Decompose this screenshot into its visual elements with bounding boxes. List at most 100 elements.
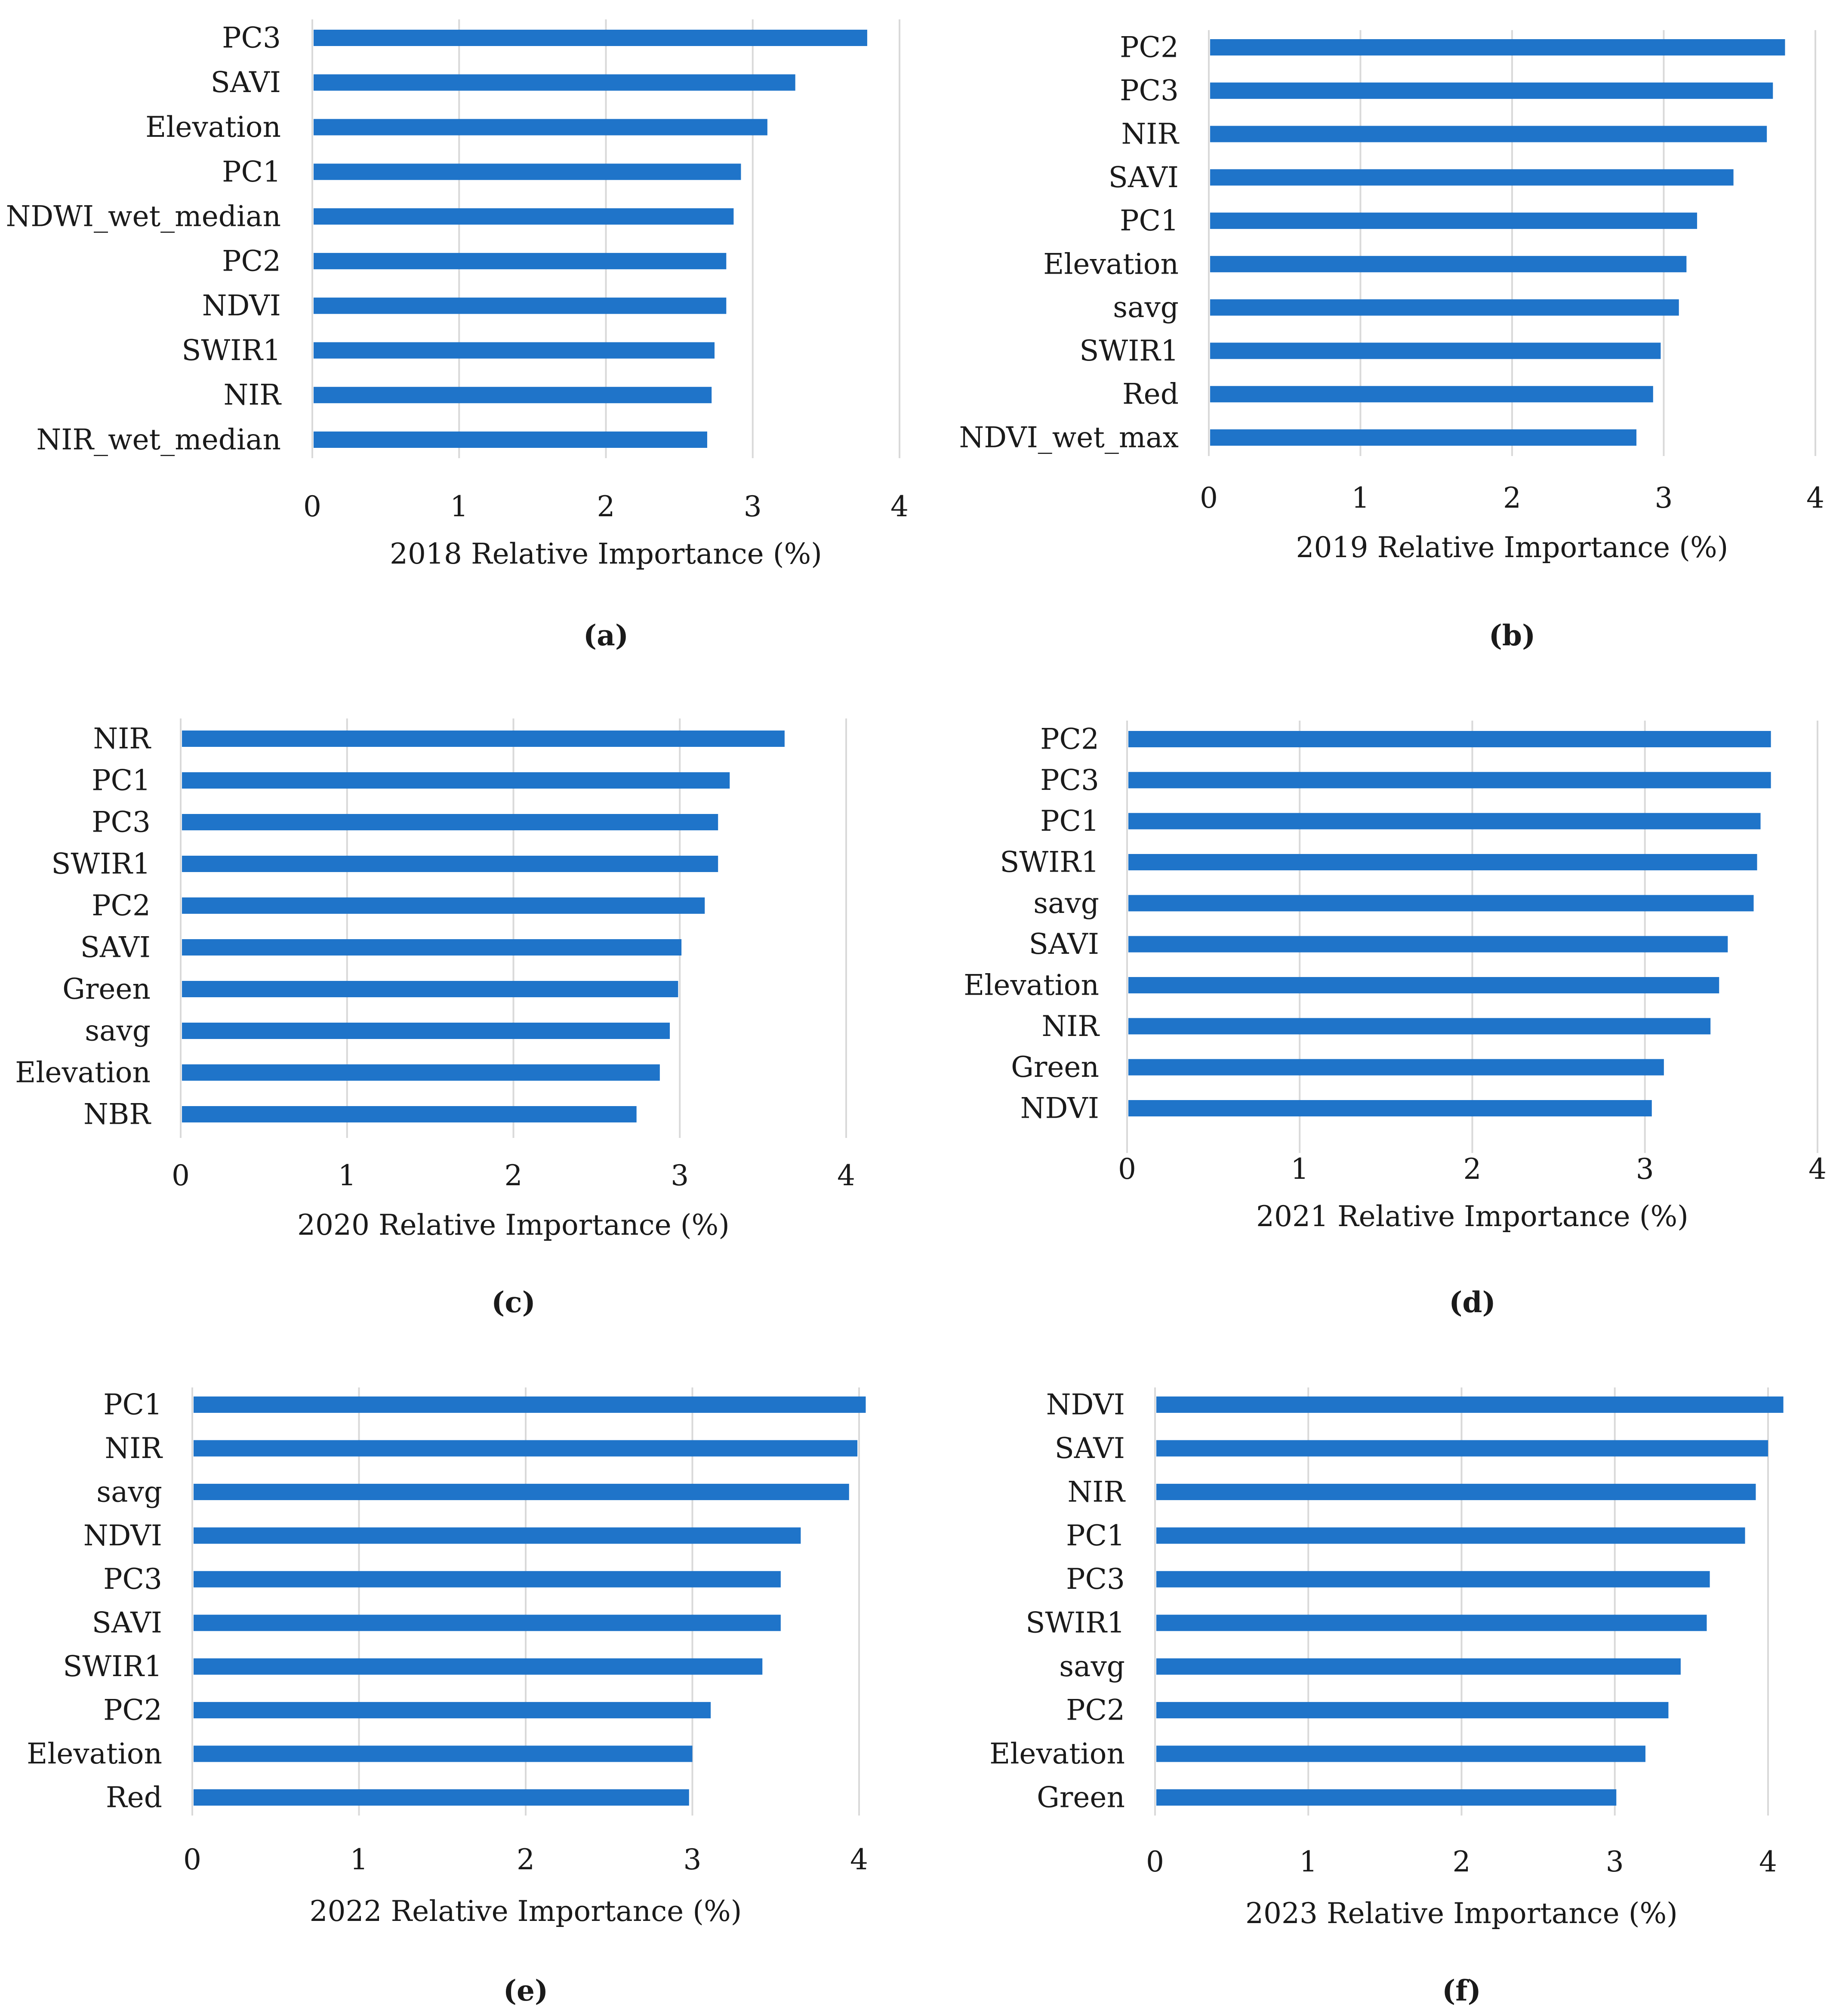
- category-label-b-3: SAVI: [1109, 161, 1179, 194]
- bar-b-6: [1210, 299, 1679, 316]
- category-label-e-9: Red: [106, 1781, 162, 1814]
- bar-c-9: [182, 1106, 637, 1122]
- category-label-f-1: SAVI: [1055, 1432, 1125, 1465]
- bar-a-5: [314, 253, 727, 269]
- bar-a-8: [314, 387, 712, 404]
- bar-c-3: [182, 856, 718, 872]
- category-label-d-0: PC2: [1040, 722, 1099, 755]
- tick-label-b-4: 4: [1806, 481, 1824, 515]
- category-label-d-9: NDVI: [1020, 1091, 1099, 1125]
- category-label-e-7: PC2: [103, 1694, 162, 1727]
- category-label-c-9: NBR: [83, 1097, 151, 1131]
- bar-f-1: [1156, 1440, 1768, 1457]
- bar-b-2: [1210, 126, 1767, 142]
- category-label-f-5: SWIR1: [1026, 1606, 1125, 1640]
- bar-c-7: [182, 1023, 670, 1039]
- category-label-c-2: PC3: [92, 805, 151, 838]
- tick-label-c-0: 0: [172, 1159, 190, 1192]
- bar-d-1: [1128, 772, 1771, 789]
- tick-label-d-1: 1: [1291, 1153, 1309, 1186]
- tick-label-b-3: 3: [1655, 481, 1673, 515]
- x-axis-title-f: 2023 Relative Importance (%): [1245, 1897, 1678, 1930]
- bar-b-3: [1210, 169, 1734, 186]
- tick-label-a-0: 0: [303, 490, 321, 523]
- tick-label-d-0: 0: [1118, 1153, 1136, 1186]
- bar-d-7: [1128, 1018, 1711, 1035]
- category-label-a-4: NDWI_wet_median: [6, 200, 281, 233]
- category-label-f-7: PC2: [1066, 1694, 1125, 1727]
- category-label-b-8: Red: [1122, 378, 1179, 411]
- category-label-c-4: PC2: [92, 889, 151, 922]
- bar-e-3: [194, 1527, 801, 1544]
- tick-label-d-3: 3: [1636, 1153, 1654, 1186]
- tick-label-c-4: 4: [837, 1159, 855, 1192]
- category-label-a-2: Elevation: [145, 111, 281, 144]
- category-label-d-7: NIR: [1041, 1010, 1100, 1043]
- bar-d-2: [1128, 813, 1761, 829]
- category-label-d-8: Green: [1011, 1051, 1099, 1084]
- tick-label-e-1: 1: [350, 1843, 368, 1876]
- category-label-e-5: SAVI: [92, 1606, 162, 1640]
- bar-a-6: [314, 297, 727, 314]
- bar-d-9: [1128, 1100, 1652, 1116]
- bar-b-5: [1210, 256, 1687, 272]
- bar-f-4: [1156, 1571, 1710, 1588]
- category-label-e-2: savg: [96, 1475, 162, 1508]
- bar-e-5: [194, 1615, 781, 1631]
- bar-c-0: [182, 731, 785, 747]
- bar-a-7: [314, 342, 715, 359]
- category-label-b-7: SWIR1: [1079, 334, 1179, 367]
- category-label-f-0: NDVI: [1046, 1388, 1125, 1421]
- bar-a-3: [314, 163, 741, 180]
- category-label-c-1: PC1: [92, 764, 151, 797]
- bar-b-1: [1210, 82, 1773, 99]
- tick-label-f-1: 1: [1299, 1845, 1317, 1878]
- category-label-d-2: PC1: [1040, 805, 1099, 838]
- category-label-d-1: PC3: [1040, 764, 1099, 797]
- category-label-e-3: NDVI: [83, 1519, 162, 1552]
- tick-label-c-2: 2: [505, 1159, 523, 1192]
- category-label-b-4: PC1: [1120, 204, 1179, 237]
- category-label-c-3: SWIR1: [51, 847, 151, 880]
- category-label-f-8: Elevation: [989, 1737, 1125, 1770]
- category-label-b-9: NDVI_wet_max: [959, 421, 1179, 454]
- tick-label-c-3: 3: [671, 1159, 689, 1192]
- panel-label-d: (d): [1449, 1285, 1496, 1319]
- category-label-f-2: NIR: [1067, 1475, 1126, 1508]
- x-axis-title-b: 2019 Relative Importance (%): [1296, 531, 1728, 564]
- bar-a-2: [314, 119, 767, 136]
- x-axis-title-e: 2022 Relative Importance (%): [310, 1895, 742, 1928]
- tick-label-b-0: 0: [1200, 481, 1218, 515]
- bar-f-9: [1156, 1789, 1617, 1806]
- bar-a-9: [314, 432, 707, 448]
- category-label-e-8: Elevation: [27, 1737, 162, 1770]
- category-label-b-6: savg: [1113, 291, 1179, 324]
- bar-e-7: [194, 1702, 711, 1719]
- bar-f-0: [1156, 1396, 1784, 1413]
- x-axis-title-a: 2018 Relative Importance (%): [390, 537, 822, 570]
- bar-f-7: [1156, 1702, 1669, 1719]
- category-label-b-1: PC3: [1120, 74, 1179, 107]
- tick-label-a-4: 4: [890, 490, 909, 523]
- bar-b-8: [1210, 386, 1653, 403]
- bar-c-4: [182, 897, 705, 914]
- tick-label-c-1: 1: [338, 1159, 356, 1192]
- category-label-f-3: PC1: [1066, 1519, 1125, 1552]
- tick-label-b-2: 2: [1503, 481, 1521, 515]
- bar-f-8: [1156, 1745, 1645, 1762]
- panel-label-a: (a): [583, 619, 628, 652]
- category-label-f-4: PC3: [1066, 1563, 1125, 1596]
- category-label-d-4: savg: [1033, 887, 1099, 920]
- tick-label-a-2: 2: [597, 490, 615, 523]
- tick-label-d-2: 2: [1463, 1153, 1482, 1186]
- bar-d-5: [1128, 936, 1728, 953]
- bar-f-2: [1156, 1483, 1756, 1500]
- panel-label-e: (e): [503, 1974, 548, 2007]
- tick-label-b-1: 1: [1352, 481, 1370, 515]
- bar-a-1: [314, 74, 795, 91]
- bar-f-5: [1156, 1615, 1707, 1631]
- category-label-a-0: PC3: [222, 21, 281, 54]
- bar-a-4: [314, 208, 734, 225]
- bar-d-0: [1128, 731, 1771, 747]
